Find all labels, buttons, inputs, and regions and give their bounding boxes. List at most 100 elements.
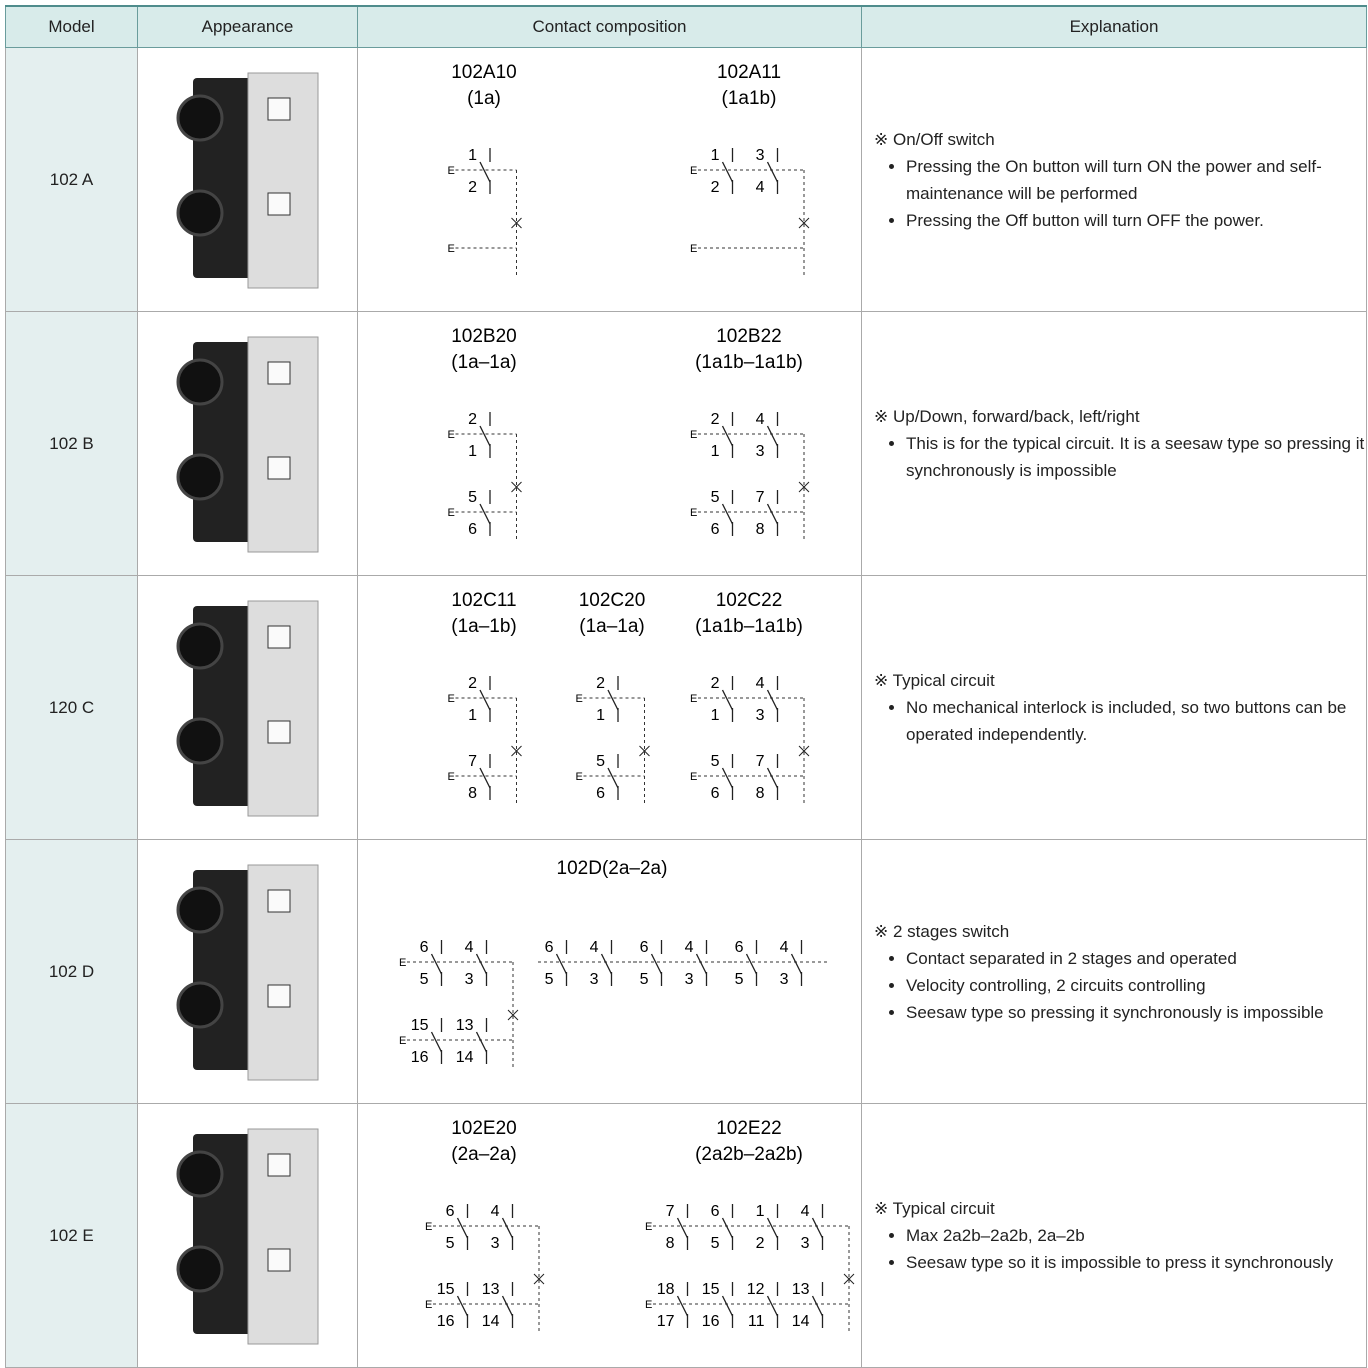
terminal-label: 16 (702, 1313, 720, 1330)
button (176, 717, 224, 765)
terminal-label: 5 (468, 489, 477, 506)
terminal-label: 8 (666, 1235, 675, 1252)
terminal-label: 6 (468, 521, 477, 538)
table-row: 120 C 102C11 (1a–1b) E 2 1 E 7 8 102C20 (1a–1a) E 2 1… (5, 575, 1367, 840)
terminal-label: 1 (711, 147, 720, 164)
diagram-code: 102B20 (451, 326, 517, 347)
terminal-label: 6 (711, 521, 720, 538)
terminal (267, 192, 291, 216)
contact-blade (766, 1217, 779, 1239)
contact-blade (721, 503, 734, 525)
terminal (267, 1153, 291, 1177)
appearance-cell (137, 1103, 358, 1368)
contact-blade (501, 1295, 514, 1317)
terminal-label: 6 (446, 1203, 455, 1220)
header-cell: Appearance (137, 5, 358, 48)
terminal-label: 2 (756, 1235, 765, 1252)
terminal-label: 5 (711, 489, 720, 506)
interlock-mark (511, 745, 522, 757)
terminal-label: 5 (446, 1235, 455, 1252)
diagram-composition: (1a1b–1a1b) (695, 616, 803, 637)
e-label: E (448, 429, 455, 441)
e-label: E (690, 429, 697, 441)
terminal-label: 1 (596, 707, 605, 724)
terminal-label: 12 (747, 1281, 765, 1298)
terminal-label: 7 (756, 489, 765, 506)
contact-blade (456, 1295, 469, 1317)
contact-cell: 102C11 (1a–1b) E 2 1 E 7 8 102C20 (1a–1a) E 2 1 E 5 6 10… (357, 575, 862, 840)
terminal (267, 625, 291, 649)
terminal-label: 13 (792, 1281, 810, 1298)
header-cell: Explanation (861, 5, 1367, 48)
model-cell: 102 D (5, 839, 138, 1104)
terminal-label: 5 (640, 971, 649, 988)
terminal-label: 7 (666, 1203, 675, 1220)
contact-blade (479, 503, 491, 525)
terminal-label: 3 (756, 443, 765, 460)
appearance-cell (137, 47, 358, 312)
explanation-note: ※ Up/Down, forward/back, left/right (874, 407, 1140, 426)
contact-blade (721, 689, 734, 711)
switch-block (247, 336, 319, 553)
interlock-mark (533, 1273, 545, 1285)
explanation-note: ※ Typical circuit (874, 1199, 995, 1218)
e-label: E (690, 771, 697, 783)
switch-block (247, 72, 319, 289)
terminal-label: 15 (411, 1017, 429, 1034)
diagram-composition: (1a1b–1a1b) (695, 352, 803, 373)
diagram-code: 102C22 (716, 590, 783, 611)
terminal-label: 2 (596, 675, 605, 692)
product-photo (176, 864, 319, 1081)
e-label: E (448, 165, 455, 177)
terminal-label: 1 (468, 707, 477, 724)
contact-cell: 102D(2a–2a) E 6 5 4 3 E 15 16 13 14 6 5 4 3 6 5 4 3 6 5 4 3 (357, 839, 862, 1104)
interlock-mark (798, 217, 810, 229)
model-cell: 120 C (5, 575, 138, 840)
diagram-code: 102C20 (579, 590, 646, 611)
button (176, 189, 224, 237)
terminal-label: 6 (545, 939, 554, 956)
terminal (267, 456, 291, 480)
contact-blade (479, 161, 491, 183)
terminal-label: 8 (756, 521, 765, 538)
e-label: E (448, 243, 455, 255)
contact-blade (501, 1217, 514, 1239)
contact-blade (811, 1295, 824, 1317)
contact-blade (430, 953, 443, 975)
contact-blade (766, 503, 779, 525)
diagram-code: 102E20 (451, 1118, 517, 1139)
terminal-label: 2 (468, 411, 477, 428)
contact-blade (475, 1031, 488, 1053)
button (176, 622, 224, 670)
diagram-code: 102A10 (451, 62, 517, 83)
explanation-item: Velocity controlling, 2 circuits control… (906, 972, 1366, 999)
explanation-cell: ※ Typical circuit Max 2a2b–2a2b, 2a–2bSee… (861, 1103, 1367, 1368)
diagram-composition: (2a2b–2a2b) (695, 1144, 803, 1165)
terminal-label: 5 (711, 753, 720, 770)
terminal-label: 5 (545, 971, 554, 988)
interlock-mark (511, 217, 522, 229)
terminal-label: 3 (685, 971, 694, 988)
table-body: 102 A 102A10 (1a) E 1 2 E 102A11 (1a1b) E 1 2 3 4 E ※ O… (5, 47, 1367, 1368)
diagram-composition: (1a1b) (722, 88, 777, 109)
diagram-code: 102B22 (716, 326, 782, 347)
e-label: E (448, 693, 455, 705)
explanation-item: Pressing the On button will turn ON the … (906, 153, 1366, 207)
contact-blade (456, 1217, 469, 1239)
terminal-label: 4 (590, 939, 599, 956)
terminal-label: 2 (711, 411, 720, 428)
terminal-label: 2 (711, 675, 720, 692)
terminal-label: 6 (711, 785, 720, 802)
contact-blade (745, 953, 758, 975)
interlock-mark (843, 1273, 855, 1285)
terminal (267, 97, 291, 121)
product-photo (176, 600, 319, 817)
contact-blade (475, 953, 488, 975)
terminal (267, 1248, 291, 1272)
terminal-label: 13 (456, 1017, 474, 1034)
terminal-label: 3 (590, 971, 599, 988)
contact-diagrams: 102D(2a–2a) E 6 5 4 3 E 15 16 13 14 6 5 4 3 6 5 4 3 6 5 4 3 (399, 858, 828, 1070)
contact-diagrams: 102C11 (1a–1b) E 2 1 E 7 8 102C20 (1a–1a) E 2 1 E 5 6 10… (448, 590, 810, 806)
terminal-label: 3 (756, 147, 765, 164)
